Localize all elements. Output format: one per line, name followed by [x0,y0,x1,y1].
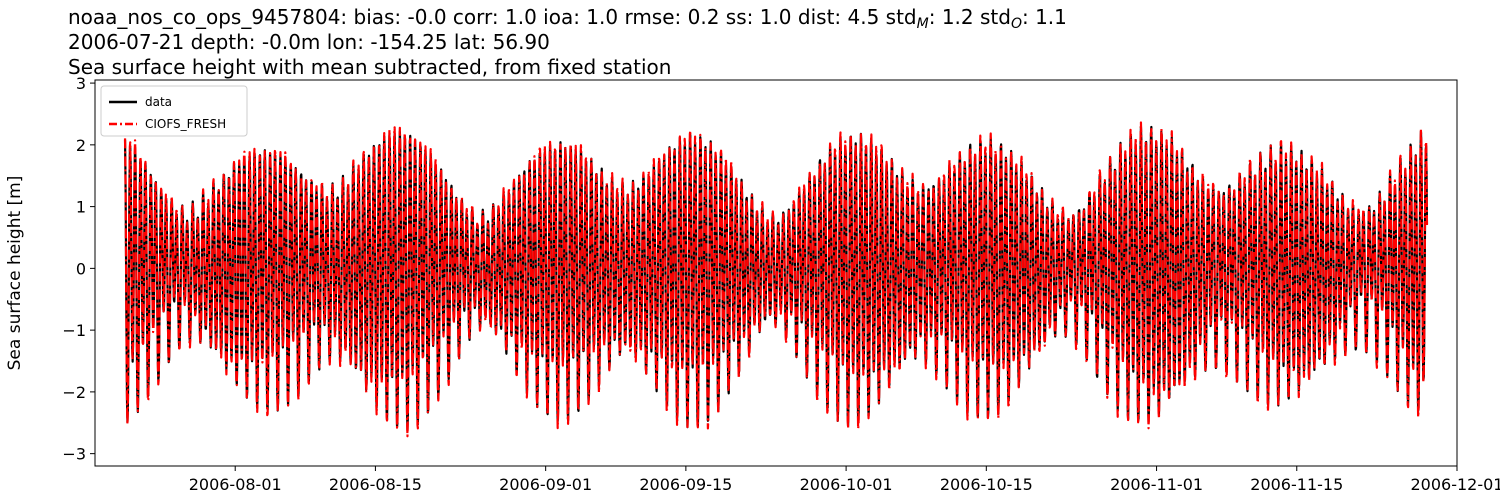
y-axis: −3 −2 −1 0 1 2 3 [62,74,95,464]
legend-entry-ciofs-fresh: CIOFS_FRESH [145,117,226,131]
x-tick-label: 2006-12-01 [1411,475,1500,494]
legend-entry-data: data [145,95,172,109]
x-axis: 2006-08-01 2006-08-15 2006-09-01 2006-09-15… [189,466,1500,494]
chart-title-line-2: 2006-07-21 depth: -0.0m lon: -154.25 lat… [68,30,550,54]
x-tick-label: 2006-10-01 [800,475,893,494]
y-tick-label: 3 [76,74,86,93]
series-layer [123,121,1429,438]
y-tick-label: 1 [76,198,86,217]
y-tick-label: −1 [62,321,86,340]
x-tick-label: 2006-08-15 [329,475,422,494]
series-line-ciofs-fresh [123,121,1429,438]
chart-title-line-1: noaa_nos_co_ops_9457804: bias: -0.0 corr… [68,5,1067,32]
x-tick-label: 2006-11-15 [1250,475,1343,494]
chart-title-block: noaa_nos_co_ops_9457804: bias: -0.0 corr… [68,5,1067,79]
x-tick-label: 2006-09-01 [499,475,592,494]
y-tick-label: −2 [62,383,86,402]
legend: data CIOFS_FRESH [100,85,248,137]
legend-box [100,85,248,137]
chart-title-line-3: Sea surface height with mean subtracted,… [68,55,671,79]
x-tick-label: 2006-10-15 [940,475,1033,494]
y-axis-label: Sea surface height [m] [5,176,25,371]
y-tick-label: 0 [76,259,86,278]
x-tick-label: 2006-09-15 [639,475,732,494]
y-tick-label: −3 [62,445,86,464]
y-tick-label: 2 [76,136,86,155]
x-tick-label: 2006-11-01 [1110,475,1203,494]
x-tick-label: 2006-08-01 [189,475,282,494]
plot-frame [94,79,1458,467]
